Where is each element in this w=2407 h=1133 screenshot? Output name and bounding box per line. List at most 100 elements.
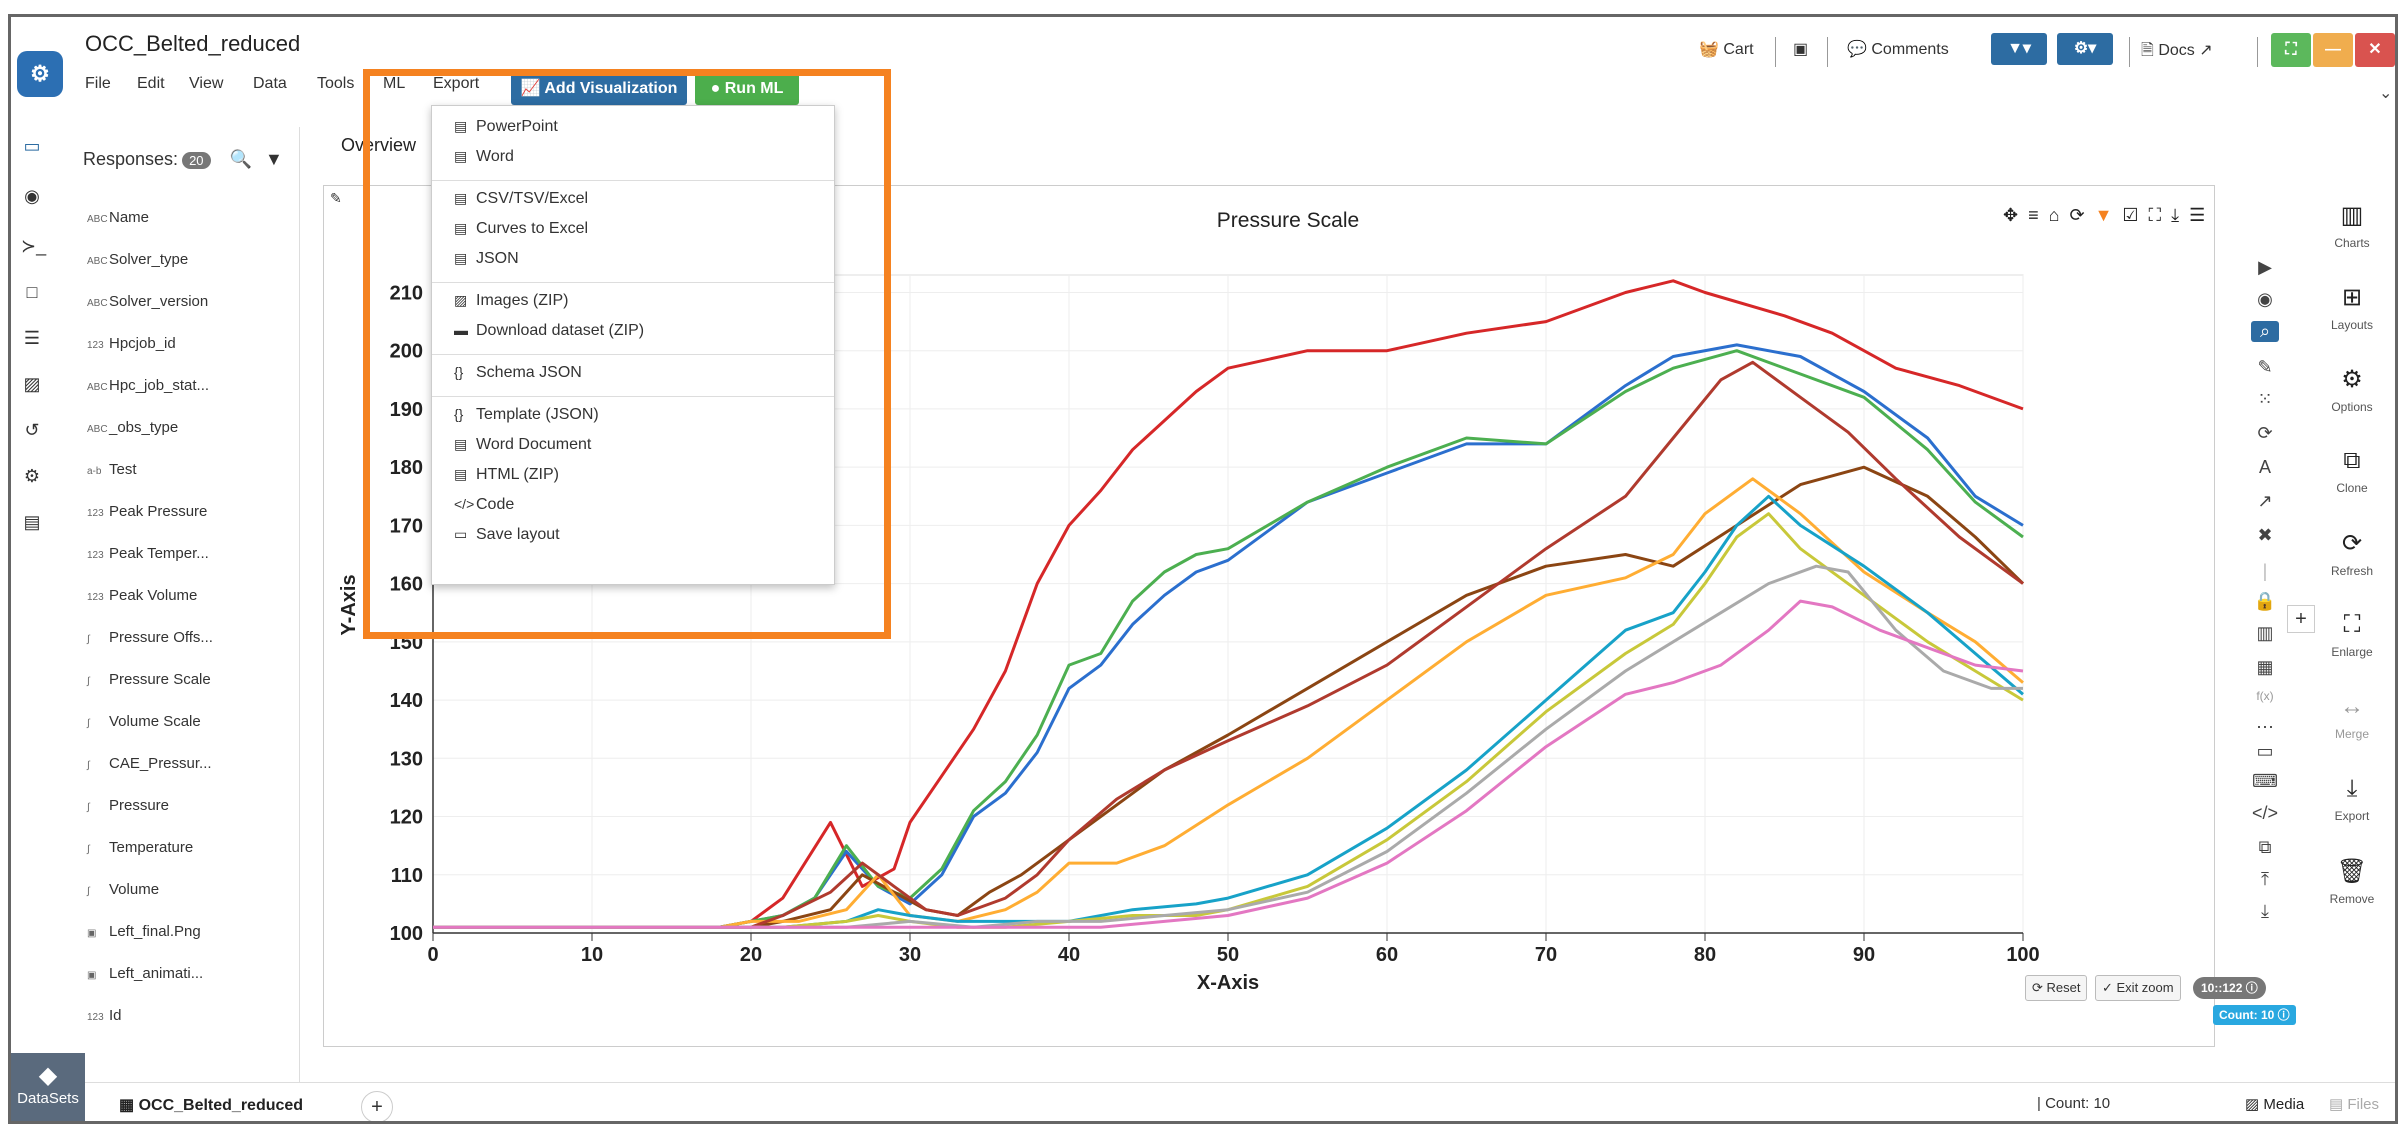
play-icon[interactable]: ▶ bbox=[2258, 257, 2272, 277]
series-line-1[interactable] bbox=[433, 279, 2024, 929]
export-code[interactable]: </> Code bbox=[454, 496, 514, 514]
image-icon[interactable]: ▨ bbox=[23, 374, 41, 394]
copy-icon[interactable]: ⧉ bbox=[2258, 837, 2272, 857]
run-ml-button[interactable]: ● Run ML bbox=[695, 73, 799, 105]
camera-icon[interactable]: ▭ bbox=[2256, 741, 2274, 761]
field-item[interactable]: 123 Peak Volume bbox=[87, 587, 197, 604]
close-button[interactable]: ✕ bbox=[2355, 33, 2395, 67]
field-item[interactable]: ∫ Temperature bbox=[87, 839, 193, 856]
layouts-button[interactable]: ⊞ Layouts bbox=[2311, 283, 2393, 332]
exit-zoom-button[interactable]: ✓ Exit zoom bbox=[2095, 975, 2181, 1001]
filter-icon[interactable]: ▼ bbox=[2094, 205, 2123, 225]
add-panel-button[interactable]: + bbox=[2287, 605, 2315, 633]
export-csv[interactable]: ▤ CSV/TSV/Excel bbox=[454, 190, 588, 208]
globe-icon[interactable]: ◉ bbox=[24, 186, 40, 206]
field-item[interactable]: ABC_obs_type bbox=[87, 419, 178, 436]
download-icon[interactable]: ⤓ bbox=[2171, 205, 2190, 225]
table-icon[interactable]: ▦ bbox=[2256, 657, 2274, 677]
field-item[interactable]: ABCSolver_version bbox=[87, 293, 208, 310]
export-schema-json[interactable]: {} Schema JSON bbox=[454, 364, 582, 382]
series-line-5[interactable] bbox=[433, 477, 2024, 929]
export-powerpoint[interactable]: ▤ PowerPoint bbox=[454, 118, 558, 136]
menu-export[interactable]: Export bbox=[433, 75, 480, 92]
export-images-zip[interactable]: ▨ Images (ZIP) bbox=[454, 292, 568, 310]
eye-icon[interactable]: ◉ bbox=[2257, 289, 2273, 309]
upload-icon[interactable]: ⤒ bbox=[2261, 869, 2269, 889]
scatter-icon[interactable]: ⁙ bbox=[2257, 389, 2273, 409]
field-item[interactable]: ∫ Volume Scale bbox=[87, 713, 201, 730]
menu-icon[interactable]: ☰ bbox=[2189, 205, 2216, 225]
fullscreen-button[interactable]: ⛶ bbox=[2271, 33, 2311, 67]
menu-file[interactable]: File bbox=[85, 75, 111, 92]
series-line-6[interactable] bbox=[433, 360, 2024, 929]
refresh-icon[interactable]: ⟳ bbox=[2257, 423, 2273, 443]
dataset-tab[interactable]: ▦ OCC_Belted_reduced bbox=[119, 1095, 303, 1115]
terminal-icon[interactable]: ≻_ bbox=[21, 236, 47, 256]
merge-button[interactable]: ↔ Merge bbox=[2311, 693, 2393, 741]
add-dataset-button[interactable]: + bbox=[361, 1091, 393, 1121]
sliders-icon[interactable]: ☰ bbox=[23, 328, 41, 348]
more-icon[interactable]: ⋯ bbox=[2256, 717, 2274, 737]
export-json[interactable]: ▤ JSON bbox=[454, 250, 519, 268]
series-line-8[interactable] bbox=[433, 512, 2024, 929]
field-item[interactable]: a-b Test bbox=[87, 461, 137, 478]
minimize-button[interactable]: — bbox=[2313, 33, 2353, 67]
menu-ml[interactable]: ML bbox=[383, 75, 406, 92]
menu-edit[interactable]: Edit bbox=[137, 75, 165, 92]
lock-icon[interactable]: 🔒 bbox=[2253, 591, 2277, 611]
field-item[interactable]: 123 Peak Pressure bbox=[87, 503, 207, 520]
menu-view[interactable]: View bbox=[189, 75, 224, 92]
remove-button[interactable]: 🗑 Remove bbox=[2311, 857, 2393, 906]
zoom-icon[interactable]: ⌕ bbox=[2251, 321, 2279, 342]
export-html-zip[interactable]: ▤ HTML (ZIP) bbox=[454, 466, 559, 484]
export-curves-excel[interactable]: ▤ Curves to Excel bbox=[454, 220, 588, 238]
media-tab[interactable]: ▨ Media bbox=[2245, 1095, 2304, 1113]
move-icon[interactable]: ✥ bbox=[2003, 205, 2029, 225]
comments-button[interactable]: 💬 Comments bbox=[1847, 39, 1949, 59]
app-logo-icon[interactable]: ⚙ bbox=[17, 51, 63, 97]
text-icon[interactable]: A bbox=[2258, 457, 2271, 477]
export-dataset-zip[interactable]: ▬ Download dataset (ZIP) bbox=[454, 322, 644, 340]
export-save-layout[interactable]: ▭ Save layout bbox=[454, 526, 560, 544]
keyboard-icon[interactable]: ⌨ bbox=[2252, 771, 2278, 791]
files-tab[interactable]: ▤ Files bbox=[2329, 1095, 2379, 1113]
cart-button[interactable]: 🧺 Cart bbox=[1699, 39, 1754, 59]
settings-dropdown-button[interactable]: ⚙▾ bbox=[2057, 33, 2113, 65]
function-icon[interactable]: f(x) bbox=[2256, 689, 2274, 703]
field-item[interactable]: ▣ Left_final.Png bbox=[87, 923, 201, 940]
search-icon[interactable]: 🔍 bbox=[229, 149, 252, 169]
chevron-down-icon[interactable]: ⌄ bbox=[2379, 85, 2393, 102]
export-word[interactable]: ▤ Word bbox=[454, 148, 514, 166]
charts-button[interactable]: ▥ Charts bbox=[2311, 201, 2393, 250]
download-icon[interactable]: ⤓ bbox=[2261, 901, 2269, 921]
datasets-button[interactable]: ◆ DataSets bbox=[11, 1053, 85, 1121]
file-icon[interactable]: ▤ bbox=[23, 512, 41, 532]
refresh-icon[interactable]: ⟳ bbox=[2069, 205, 2095, 225]
series-line-3[interactable] bbox=[433, 349, 2024, 929]
pencil-icon[interactable]: ✎ bbox=[330, 190, 342, 206]
field-item[interactable]: 123 Id bbox=[87, 1007, 122, 1024]
menu-tools[interactable]: Tools bbox=[317, 75, 355, 92]
field-item[interactable]: ABCHpc_job_stat... bbox=[87, 377, 209, 394]
sliders-icon[interactable]: ≡ bbox=[2028, 205, 2049, 225]
series-line-10[interactable] bbox=[433, 599, 2024, 929]
basket-icon[interactable]: ⌂ bbox=[2048, 205, 2070, 225]
filter-icon[interactable]: ▼ bbox=[264, 149, 283, 169]
series-line-9[interactable] bbox=[433, 564, 2023, 929]
checkbox-icon[interactable]: ☑ bbox=[2122, 205, 2149, 225]
export-word-document[interactable]: ▤ Word Document bbox=[454, 436, 591, 454]
field-item[interactable]: ∫ CAE_Pressur... bbox=[87, 755, 212, 772]
field-item[interactable]: ▣ Left_animati... bbox=[87, 965, 203, 982]
series-line-7[interactable] bbox=[433, 494, 2024, 929]
filter-dropdown-button[interactable]: ▼▾ bbox=[1991, 33, 2047, 65]
docs-button[interactable]: 🗎 Docs ↗ bbox=[2141, 39, 2213, 66]
field-item[interactable]: ABCSolver_type bbox=[87, 251, 188, 268]
field-item[interactable]: ∫ Pressure Offs... bbox=[87, 629, 213, 646]
field-item[interactable]: ABCName bbox=[87, 209, 149, 226]
export-button[interactable]: ⤓ Export bbox=[2311, 775, 2393, 823]
expand-icon[interactable]: ⛶ bbox=[2148, 205, 2172, 225]
tab-overview[interactable]: Overview bbox=[341, 135, 417, 155]
field-item[interactable]: 123 Hpcjob_id bbox=[87, 335, 176, 352]
enlarge-button[interactable]: ⛶ Enlarge bbox=[2311, 611, 2393, 659]
square-icon[interactable]: □ bbox=[26, 282, 38, 302]
